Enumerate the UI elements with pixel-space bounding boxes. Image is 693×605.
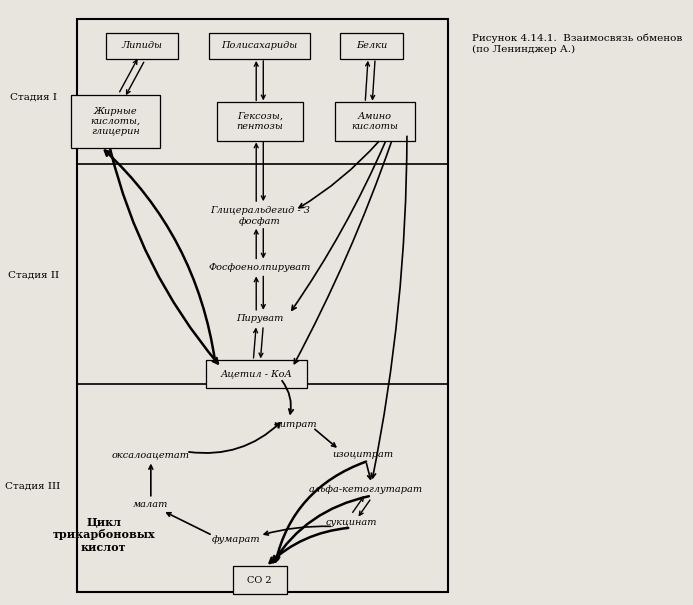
Text: малат: малат (133, 500, 168, 509)
Text: фумарат: фумарат (212, 535, 261, 544)
Text: Стадия II: Стадия II (8, 271, 59, 280)
Text: сукцинат: сукцинат (325, 518, 377, 528)
Text: Жирные
кислоты,
глицерин: Жирные кислоты, глицерин (91, 106, 141, 136)
FancyBboxPatch shape (107, 33, 177, 59)
Text: Липиды: Липиды (121, 42, 162, 50)
FancyBboxPatch shape (335, 102, 414, 141)
Text: Фосфоенолпируват: Фосфоенолпируват (209, 263, 311, 272)
FancyBboxPatch shape (340, 33, 403, 59)
Text: Амино
кислоты: Амино кислоты (351, 112, 398, 131)
Text: Ацетил - КоА: Ацетил - КоА (221, 369, 292, 378)
Text: СО 2: СО 2 (247, 576, 272, 584)
Text: цитрат: цитрат (273, 420, 317, 429)
Text: альфа-кетоглутарат: альфа-кетоглутарат (308, 485, 423, 494)
FancyBboxPatch shape (217, 102, 303, 141)
Text: Глицеральдегид - 3
фосфат: Глицеральдегид - 3 фосфат (210, 206, 310, 226)
FancyBboxPatch shape (209, 33, 310, 59)
Text: Стадия I: Стадия I (10, 93, 57, 102)
Text: Гексозы,
пентозы: Гексозы, пентозы (236, 112, 283, 131)
Text: оксалоацетат: оксалоацетат (112, 450, 190, 459)
Text: Цикл
трикарбоновых
кислот: Цикл трикарбоновых кислот (53, 517, 155, 553)
Bar (77, 19, 448, 592)
FancyBboxPatch shape (207, 360, 307, 388)
Text: Рисунок 4.14.1.  Взаимосвязь обменов
(по Ленинджер А.): Рисунок 4.14.1. Взаимосвязь обменов (по … (472, 34, 682, 54)
Text: Белки: Белки (356, 42, 387, 50)
FancyBboxPatch shape (71, 95, 160, 148)
Text: Пируват: Пируват (236, 315, 283, 323)
FancyBboxPatch shape (233, 566, 286, 594)
Text: Стадия III: Стадия III (6, 482, 61, 491)
Text: изоцитрат: изоцитрат (332, 450, 394, 459)
Text: Полисахариды: Полисахариды (222, 42, 298, 50)
